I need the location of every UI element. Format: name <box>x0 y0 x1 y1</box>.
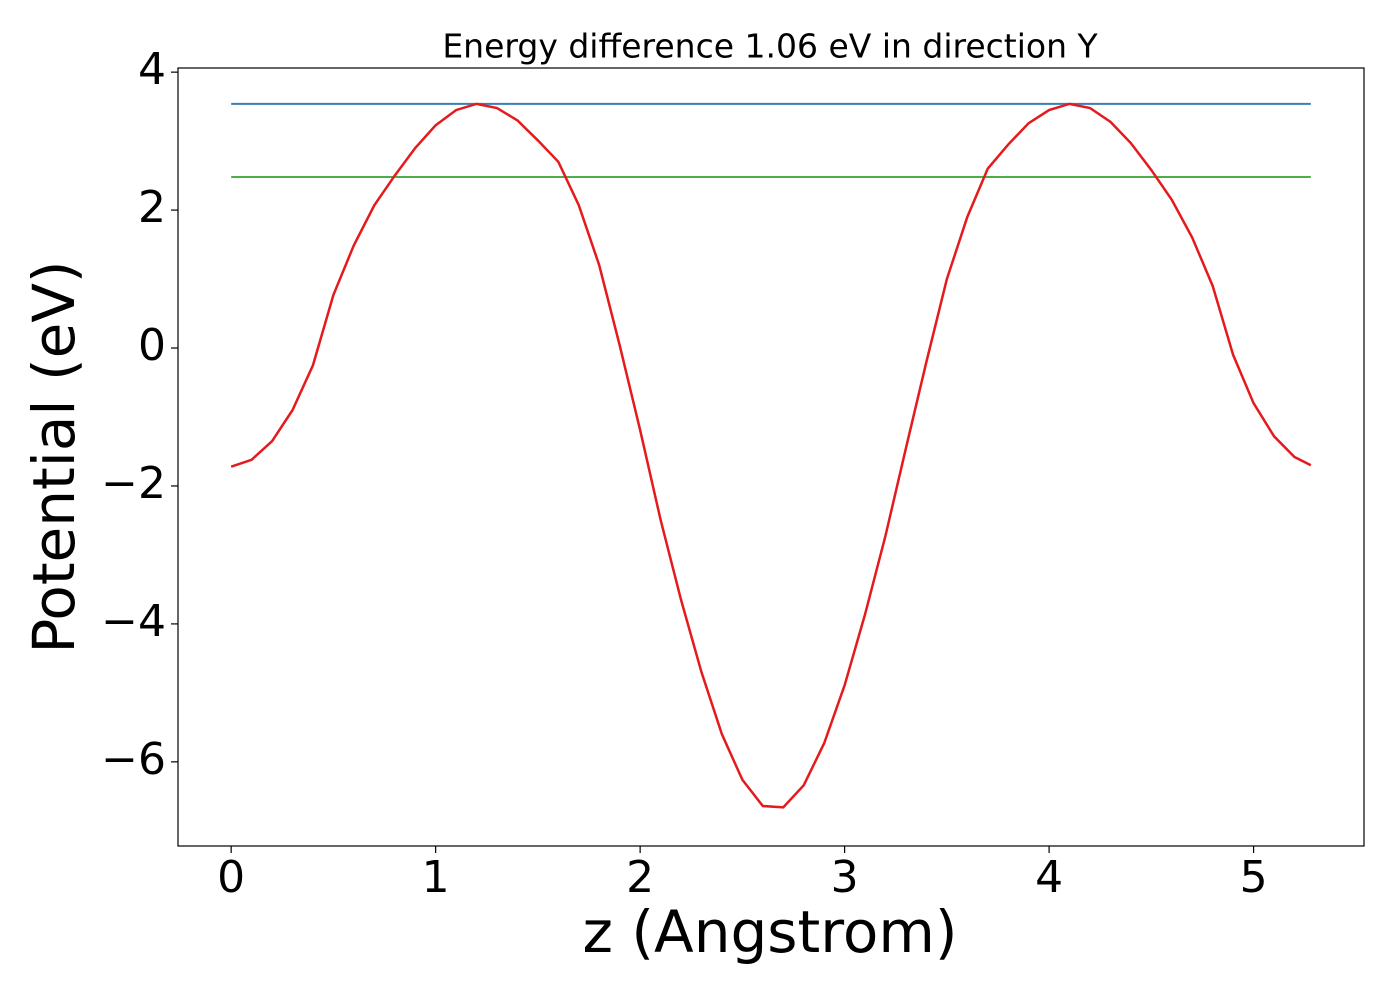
y-tick-label: 2 <box>138 182 166 233</box>
x-tick-label: 0 <box>217 852 245 903</box>
y-axis-label: Potential (eV) <box>20 260 88 653</box>
y-tick-label: −6 <box>101 734 166 785</box>
y-tick-label: −4 <box>101 596 166 647</box>
plot-frame <box>177 67 1365 847</box>
y-tick-label: 4 <box>138 44 166 95</box>
x-tick-label: 3 <box>831 852 859 903</box>
x-axis-label: z (Angstrom) <box>583 898 958 966</box>
x-tick-label: 5 <box>1240 852 1268 903</box>
series-line <box>230 102 1312 809</box>
y-tick-label: −2 <box>101 458 166 509</box>
chart-title: Energy difference 1.06 eV in direction Y <box>442 27 1098 66</box>
x-tick-label: 4 <box>1035 852 1063 903</box>
y-tick-label: 0 <box>138 320 166 371</box>
x-tick-label: 2 <box>626 852 654 903</box>
x-tick-label: 1 <box>422 852 450 903</box>
